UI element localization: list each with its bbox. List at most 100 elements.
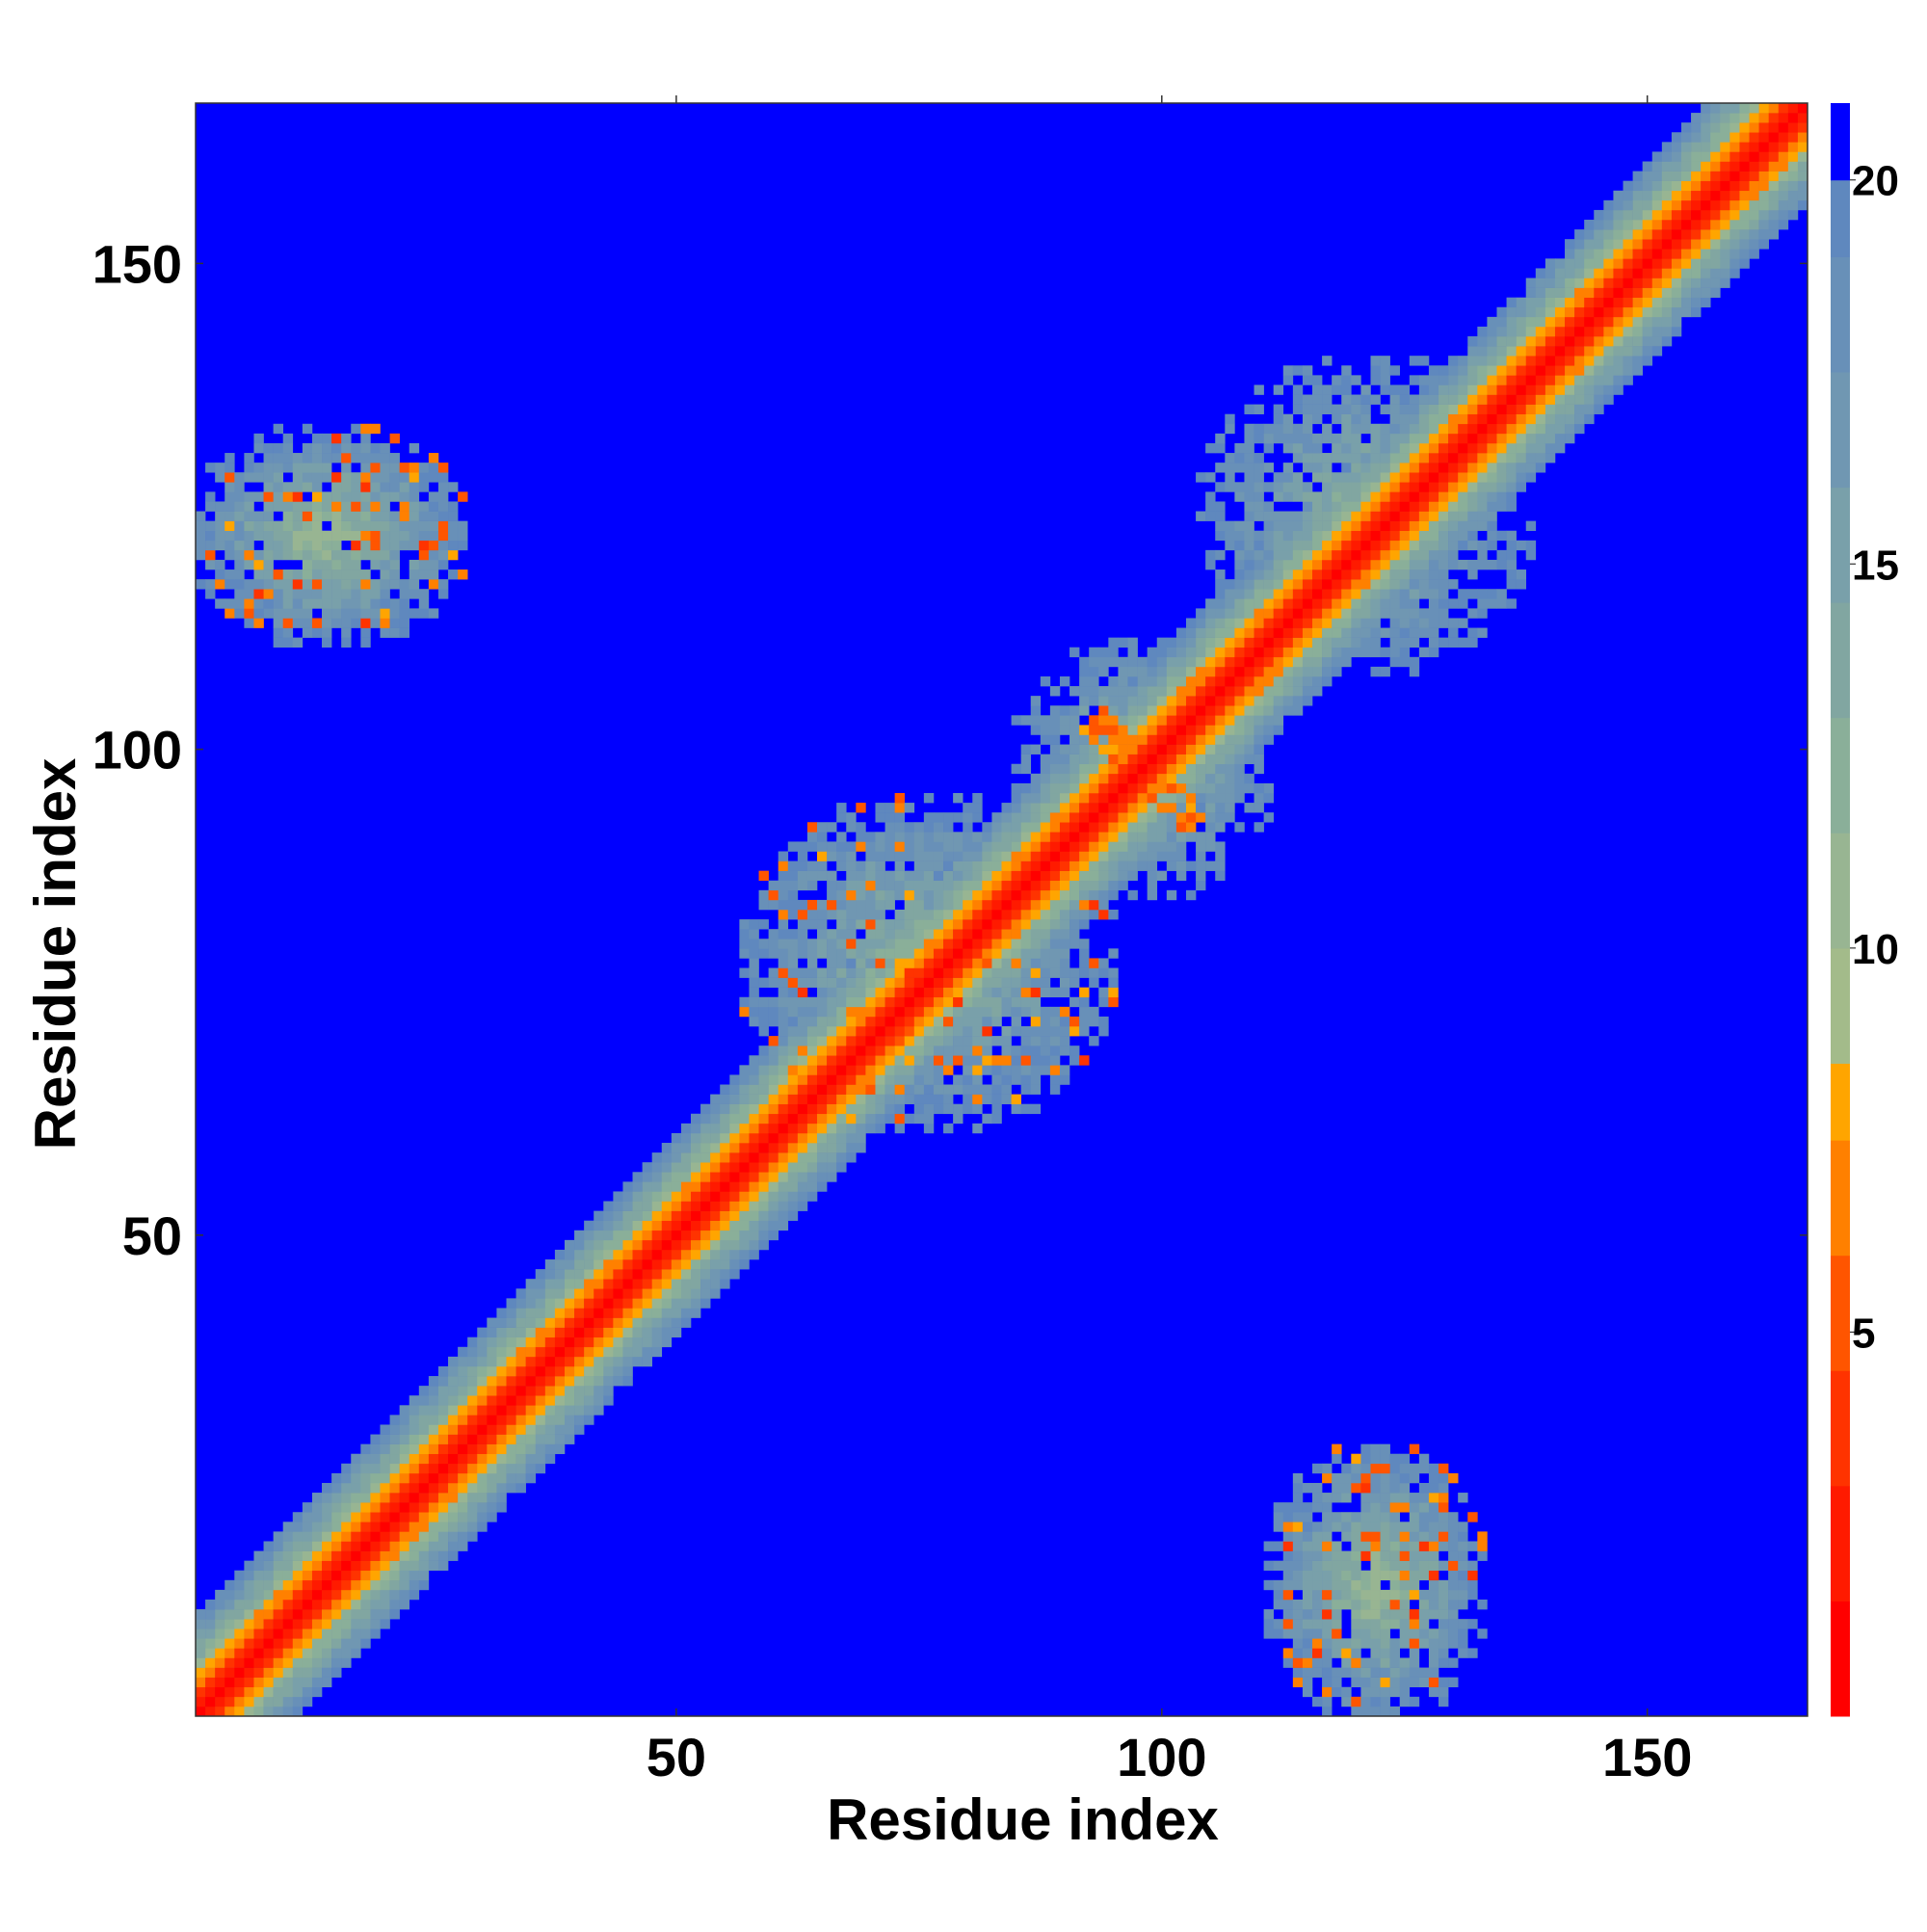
heatmap-cell (1399, 1453, 1411, 1465)
heatmap-cell (1487, 433, 1497, 444)
heatmap-cell (1496, 346, 1507, 357)
heatmap-cell (953, 948, 964, 959)
heatmap-cell (1506, 598, 1517, 609)
heatmap-cell (389, 1463, 400, 1474)
heatmap-cell (1680, 132, 1692, 143)
heatmap-cell (651, 1317, 663, 1328)
heatmap-cell (1409, 1463, 1420, 1474)
heatmap-cell (458, 1482, 468, 1494)
heatmap-cell (1399, 1686, 1411, 1698)
heatmap-cell (564, 1288, 575, 1299)
heatmap-cell (923, 919, 935, 930)
heatmap-cell (1351, 433, 1361, 444)
heatmap-cell (729, 1143, 740, 1153)
heatmap-cell (574, 1298, 585, 1309)
heatmap-cell (1127, 637, 1138, 648)
heatmap-cell (933, 1094, 944, 1104)
heatmap-cell (1254, 579, 1264, 590)
heatmap-cell (797, 1074, 808, 1085)
heatmap-cell (787, 977, 799, 988)
heatmap-cell (1409, 463, 1420, 473)
heatmap-cell (418, 1482, 430, 1494)
heatmap-cell (846, 822, 857, 833)
heatmap-cell (437, 1415, 449, 1425)
heatmap-cell (302, 1599, 313, 1610)
heatmap-cell (943, 996, 954, 1008)
heatmap-cell (1244, 715, 1254, 726)
heatmap-cell (1322, 1579, 1333, 1591)
heatmap-cell (525, 1346, 537, 1358)
heatmap-cell (1341, 540, 1352, 551)
heatmap-cell (1584, 239, 1595, 250)
heatmap-cell (806, 1191, 818, 1202)
heatmap-cell (1205, 647, 1216, 658)
heatmap-cell (1477, 520, 1488, 532)
heatmap-cell (594, 1365, 604, 1377)
heatmap-cell (1448, 1472, 1459, 1484)
heatmap-cell (671, 1220, 682, 1231)
heatmap-cell (720, 1230, 730, 1241)
heatmap-cell (448, 1365, 459, 1377)
heatmap-cell (554, 1424, 566, 1435)
heatmap-cell (642, 1288, 652, 1299)
heatmap-cell (282, 1522, 294, 1532)
heatmap-cell (1496, 404, 1507, 414)
heatmap-cell (1215, 705, 1226, 716)
heatmap-cell (913, 1074, 925, 1085)
heatmap-cell (1467, 1560, 1478, 1572)
heatmap-cell (904, 1065, 915, 1075)
heatmap-cell (1059, 889, 1070, 901)
heatmap-cell (865, 910, 876, 920)
heatmap-cell (1409, 1541, 1420, 1551)
heatmap-cell (729, 1074, 740, 1085)
heatmap-cell (234, 1628, 245, 1639)
heatmap-cell (1487, 316, 1497, 328)
heatmap-cell (544, 1395, 556, 1406)
heatmap-cell (953, 812, 964, 823)
heatmap-cell (943, 880, 954, 891)
heatmap-cell (1059, 851, 1070, 861)
heatmap-cell (1418, 472, 1430, 483)
heatmap-cell (1603, 297, 1614, 308)
heatmap-cell (1496, 491, 1507, 502)
heatmap-cell (836, 1055, 847, 1066)
heatmap-cell (856, 919, 866, 930)
heatmap-cell (1244, 618, 1254, 628)
heatmap-cell (244, 1609, 254, 1620)
heatmap-cell (933, 919, 944, 930)
heatmap-cell (1020, 860, 1032, 871)
heatmap-cell (496, 1482, 507, 1494)
heatmap-cell (1049, 899, 1061, 911)
heatmap-cell (1409, 1531, 1420, 1542)
heatmap-cell (982, 822, 992, 833)
heatmap-cell (244, 598, 254, 609)
heatmap-cell (564, 1259, 575, 1270)
heatmap-cell (1623, 249, 1633, 259)
heatmap-cell (1399, 1667, 1411, 1678)
heatmap-cell (1671, 278, 1682, 288)
heatmap-cell (467, 1395, 478, 1406)
heatmap-cell (1671, 180, 1682, 192)
heatmap-cell (1418, 1522, 1430, 1532)
heatmap-cell (458, 1376, 468, 1387)
heatmap-cell (428, 579, 439, 590)
heatmap-cell (1428, 1570, 1439, 1581)
heatmap-cell (292, 1638, 304, 1649)
heatmap-cell (1642, 336, 1653, 347)
heatmap-cell (1234, 686, 1245, 697)
heatmap-cell (1118, 773, 1128, 784)
heatmap-cell (778, 851, 789, 861)
heatmap-cell (273, 1686, 284, 1698)
heatmap-cell (389, 608, 400, 619)
heatmap-cell (1322, 549, 1333, 561)
heatmap-cell (311, 463, 323, 473)
heatmap-cell (525, 1365, 537, 1377)
heatmap-cell (1322, 675, 1333, 687)
heatmap-cell (720, 1132, 730, 1144)
heatmap-cell (360, 549, 371, 561)
heatmap-cell (904, 880, 915, 891)
heatmap-cell (1439, 1589, 1449, 1601)
heatmap-cell (865, 939, 876, 949)
heatmap-cell (1506, 569, 1517, 580)
heatmap-cell (884, 1113, 895, 1125)
